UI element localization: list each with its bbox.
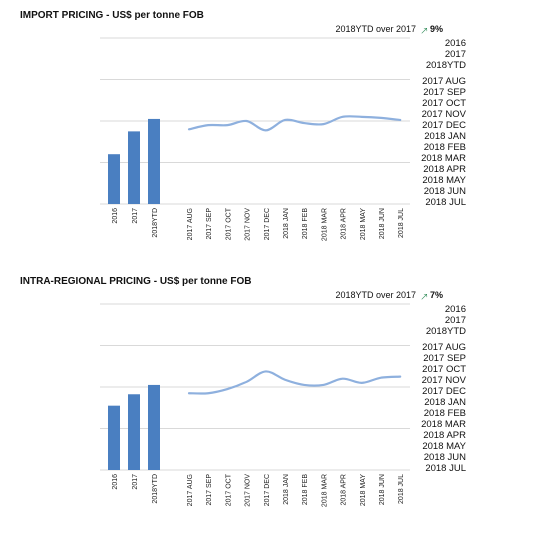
legend-entry: 2017 [444, 315, 466, 326]
combo-chart: 2016 2017 2018YTD 2017 AUG 2017 SEP 2017 OCT 2… [100, 303, 410, 507]
legend-entry: 2018 JUL [425, 197, 466, 208]
x-tick-label: 2017 DEC [264, 474, 271, 506]
x-tick-label: 2016 [112, 474, 119, 490]
x-tick-label: 2016 [112, 208, 119, 224]
legend-entry: 2018 FEB [423, 408, 466, 419]
x-tick-label: 2018 JUN [379, 208, 386, 239]
ytd-change-value: 9% [430, 24, 444, 34]
x-tick-label: 2018 MAY [360, 474, 367, 506]
legend-entry: 2017 SEP [423, 87, 466, 98]
x-tick-label: 2018 MAR [321, 208, 328, 241]
legend-entry: 2017 OCT [422, 98, 466, 109]
legend-entry: 2018 JAN [424, 131, 466, 142]
chart-title: IMPORT PRICING - US$ per tonne FOB [20, 10, 204, 21]
x-tick-label: 2018 FEB [302, 208, 309, 239]
legend-entry: 2018 JUL [425, 463, 466, 474]
x-tick-label: 2018 APR [341, 474, 348, 506]
bar-2016 [108, 405, 120, 470]
arrow-up-icon: 🡕 [421, 26, 428, 37]
x-tick-label: 2018 MAY [360, 208, 367, 240]
x-tick-label: 2018 JAN [283, 474, 290, 505]
legend-entry: 2017 NOV [421, 375, 466, 386]
legend-entry: 2018YTD [425, 60, 466, 71]
legend-entry: 2018 MAY [422, 441, 466, 452]
legend-entry: 2016 [444, 304, 466, 315]
legend-entry: 2017 DEC [422, 120, 466, 131]
legend-entry: 2017 NOV [421, 109, 466, 120]
legend-entry: 2017 AUG [422, 76, 466, 87]
x-tick-label: 2017 SEP [206, 474, 213, 506]
legend-entry: 2018 APR [423, 164, 466, 175]
x-tick-label: 2018 APR [341, 208, 348, 240]
bar-2018ytd [148, 384, 160, 470]
import-pricing-panel: IMPORT PRICING - US$ per tonne FOB 2018Y… [0, 0, 543, 266]
x-tick-label: 2017 NOV [245, 474, 252, 507]
legend-entry: 2018 JUN [423, 452, 466, 463]
x-tick-label: 2017 DEC [264, 208, 271, 240]
x-tick-label: 2017 [132, 474, 139, 490]
x-tick-label: 2018 JAN [283, 208, 290, 239]
bar-2017 [128, 394, 140, 470]
ytd-change-value: 7% [430, 290, 444, 300]
legend-entry: 2018 JUN [423, 186, 466, 197]
legend-entry: 2018 JAN [424, 397, 466, 408]
x-tick-label: 2018 JUL [398, 208, 405, 238]
monthly-price-line [187, 370, 402, 395]
x-tick-label: 2018 MAR [321, 474, 328, 507]
legend-entry: 2018 MAR [421, 419, 466, 430]
arrow-up-icon: 🡕 [421, 292, 428, 303]
x-tick-label: 2017 AUG [187, 208, 194, 240]
x-tick-label: 2018YTD [152, 474, 159, 504]
legend-entry: 2017 SEP [423, 353, 466, 364]
ytd-change-label: 2018YTD over 2017 [335, 290, 416, 300]
x-tick-label: 2017 AUG [187, 474, 194, 506]
bar-2018ytd [148, 118, 160, 204]
chart-title: INTRA-REGIONAL PRICING - US$ per tonne F… [20, 276, 252, 287]
x-tick-label: 2017 OCT [225, 473, 232, 506]
legend-entry: 2018 MAY [422, 175, 466, 186]
x-tick-label: 2018 FEB [302, 474, 309, 505]
legend-entry: 2016 [444, 38, 466, 49]
x-tick-label: 2017 NOV [245, 208, 252, 241]
bar-2017 [128, 131, 140, 204]
legend-entry: 2018YTD [425, 326, 466, 337]
x-tick-label: 2017 SEP [206, 208, 213, 240]
legend-entry: 2017 AUG [422, 342, 466, 353]
x-tick-label: 2017 OCT [225, 207, 232, 240]
ytd-change-indicator: 2018YTD over 2017 🡕 7% [300, 290, 466, 304]
x-tick-label: 2017 [132, 208, 139, 224]
x-tick-label: 2018 JUL [398, 474, 405, 504]
intra-regional-pricing-panel: INTRA-REGIONAL PRICING - US$ per tonne F… [0, 266, 543, 532]
legend-entry: 2017 [444, 49, 466, 60]
ytd-change-indicator: 2018YTD over 2017 🡕 9% [300, 24, 466, 38]
bar-2016 [108, 154, 120, 204]
legend-entry: 2017 DEC [422, 386, 466, 397]
monthly-price-line [187, 115, 402, 132]
x-tick-label: 2018 JUN [379, 474, 386, 505]
legend-entry: 2018 MAR [421, 153, 466, 164]
x-tick-label: 2018YTD [152, 208, 159, 238]
legend-entry: 2018 FEB [423, 142, 466, 153]
ytd-change-label: 2018YTD over 2017 [335, 24, 416, 34]
legend-entry: 2018 APR [423, 430, 466, 441]
combo-chart: 2016 2017 2018YTD 2017 AUG 2017 SEP 2017 OCT 2… [100, 37, 410, 241]
legend-entry: 2017 OCT [422, 364, 466, 375]
